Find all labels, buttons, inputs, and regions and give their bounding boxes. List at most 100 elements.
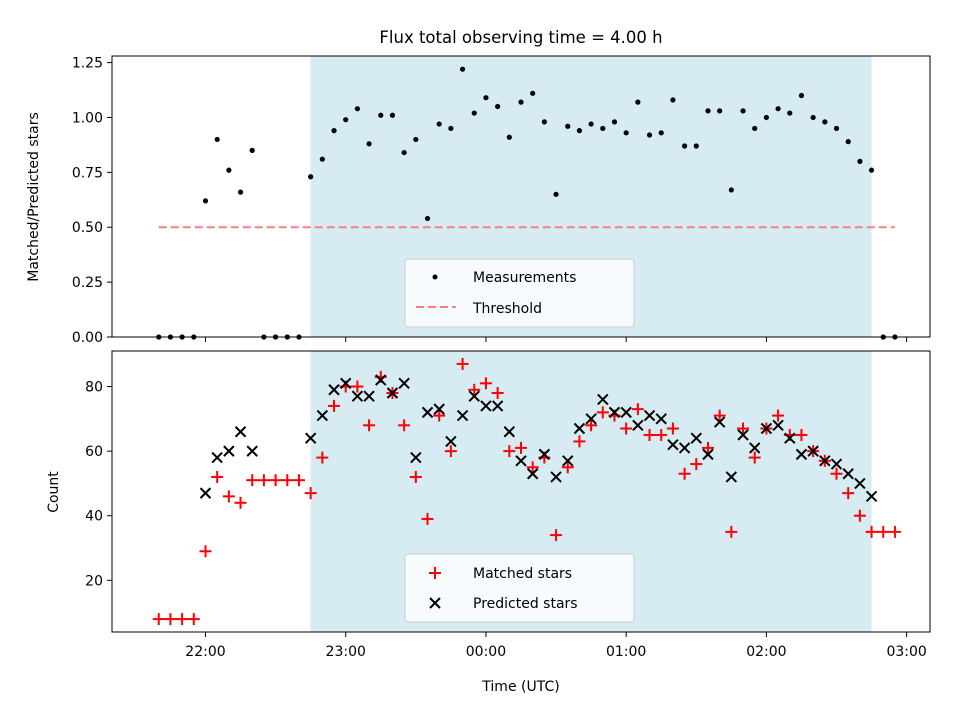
predicted-star-stroke-b bbox=[550, 471, 562, 483]
predicted-star-stroke-b bbox=[538, 448, 551, 461]
matched-star-point bbox=[164, 613, 177, 626]
chart-title: Flux total observing time = 4.00 h bbox=[379, 28, 662, 47]
measurement-point bbox=[576, 128, 583, 134]
bottom-y-axis-ticks: 20 40 60 80 bbox=[85, 380, 112, 589]
x-tick-label: 22:00 bbox=[185, 644, 225, 660]
matched-star-point bbox=[222, 490, 235, 503]
legend-matched-label: Matched stars bbox=[473, 566, 572, 582]
predicted-star-stroke-b bbox=[526, 468, 539, 480]
predicted-star-point bbox=[713, 416, 726, 428]
legend-predicted-marker bbox=[429, 597, 441, 609]
measurement-point bbox=[763, 114, 770, 121]
predicted-star-stroke-b bbox=[480, 400, 492, 412]
predicted-star-point bbox=[842, 468, 854, 480]
predicted-star-point bbox=[597, 393, 609, 406]
measurement-point bbox=[740, 108, 746, 114]
matched-star-point bbox=[187, 613, 200, 626]
predicted-star-point bbox=[410, 451, 422, 464]
predicted-star-stroke-b bbox=[667, 438, 679, 451]
predicted-star-stroke-b bbox=[585, 413, 597, 425]
measurement-point bbox=[366, 141, 372, 147]
y-tick-label: 60 bbox=[85, 444, 103, 460]
matched-star-point bbox=[631, 403, 644, 416]
y-tick-label: 1.25 bbox=[72, 56, 103, 72]
measurement-point bbox=[354, 106, 360, 112]
measurement-point bbox=[682, 143, 688, 149]
top-y-axis-ticks: 0.00 0.25 0.50 0.75 1.00 1.25 bbox=[72, 56, 112, 346]
top-y-axis-label: Matched/Predicted stars bbox=[26, 112, 42, 282]
predicted-star-stroke-b bbox=[375, 374, 387, 386]
predicted-star-point bbox=[340, 377, 352, 390]
matched-star-point bbox=[690, 458, 703, 471]
matched-star-point bbox=[515, 441, 527, 454]
measurement-point bbox=[798, 92, 805, 99]
predicted-star-point bbox=[363, 390, 375, 402]
predicted-star-point bbox=[678, 442, 691, 454]
predicted-star-point bbox=[211, 451, 223, 464]
measurement-point bbox=[471, 110, 477, 116]
predicted-star-point bbox=[550, 471, 562, 483]
top-legend: Measurements Threshold bbox=[404, 258, 635, 328]
matched-star-point bbox=[877, 525, 890, 538]
predicted-star-stroke-b bbox=[772, 419, 784, 431]
matched-star-point bbox=[281, 474, 294, 487]
matched-star-point bbox=[596, 406, 609, 419]
predicted-star-stroke-b bbox=[632, 419, 644, 431]
predicted-star-point bbox=[737, 429, 749, 441]
measurement-point bbox=[717, 108, 723, 114]
matched-star-point bbox=[269, 474, 282, 487]
measurement-point bbox=[448, 125, 454, 132]
measurement-point bbox=[646, 132, 653, 138]
predicted-star-point bbox=[246, 445, 258, 457]
measurement-point bbox=[214, 136, 220, 143]
bottom-legend-box bbox=[404, 553, 635, 623]
measurement-point bbox=[459, 66, 466, 72]
matched-star-point bbox=[468, 383, 481, 396]
predicted-star-point bbox=[854, 477, 866, 490]
measurement-point bbox=[670, 97, 676, 103]
matched-star-point bbox=[643, 428, 656, 441]
predicted-star-point bbox=[690, 432, 702, 444]
predicted-star-point bbox=[784, 432, 796, 444]
predicted-star-stroke-b bbox=[445, 435, 457, 448]
measurement-point bbox=[378, 112, 384, 118]
predicted-star-stroke-b bbox=[503, 426, 516, 438]
predicted-star-stroke-b bbox=[842, 468, 854, 480]
measurement-point bbox=[343, 117, 349, 123]
predicted-star-point bbox=[445, 435, 457, 448]
predicted-star-stroke-b bbox=[655, 413, 667, 425]
y-tick-label: 80 bbox=[85, 380, 103, 396]
measurement-point bbox=[623, 130, 629, 136]
legend-predicted-label: Predicted stars bbox=[473, 596, 578, 612]
legend-measurements-label: Measurements bbox=[473, 270, 576, 286]
measurement-point bbox=[506, 134, 512, 140]
predicted-star-stroke-b bbox=[328, 384, 340, 396]
predicted-star-stroke-b bbox=[643, 409, 656, 422]
predicted-star-stroke-b bbox=[421, 406, 434, 419]
measurement-point bbox=[436, 121, 442, 127]
measurement-point bbox=[495, 103, 501, 110]
matched-star-point bbox=[503, 445, 516, 458]
predicted-star-point bbox=[316, 409, 329, 422]
predicted-star-point bbox=[538, 448, 551, 461]
measurement-point bbox=[845, 139, 851, 145]
matched-star-point bbox=[444, 445, 457, 458]
predicted-star-stroke-b bbox=[386, 387, 399, 399]
predicted-star-point bbox=[491, 400, 504, 412]
matched-star-point bbox=[737, 422, 750, 435]
predicted-star-point bbox=[667, 438, 679, 451]
predicted-star-stroke-b bbox=[211, 451, 223, 464]
predicted-star-stroke-b bbox=[865, 490, 878, 503]
measurement-point bbox=[401, 149, 407, 156]
matched-star-point bbox=[830, 467, 843, 480]
measurement-point bbox=[413, 136, 419, 143]
predicted-star-point bbox=[375, 374, 387, 386]
predicted-star-stroke-b bbox=[223, 445, 235, 457]
measurement-point bbox=[658, 130, 664, 136]
measurement-point bbox=[237, 189, 244, 195]
matched-star-point bbox=[655, 428, 668, 441]
predicted-star-stroke-b bbox=[398, 377, 410, 390]
predicted-star-stroke-b bbox=[304, 432, 317, 444]
measurement-point bbox=[202, 198, 209, 204]
predicted-star-stroke-b bbox=[351, 390, 364, 402]
